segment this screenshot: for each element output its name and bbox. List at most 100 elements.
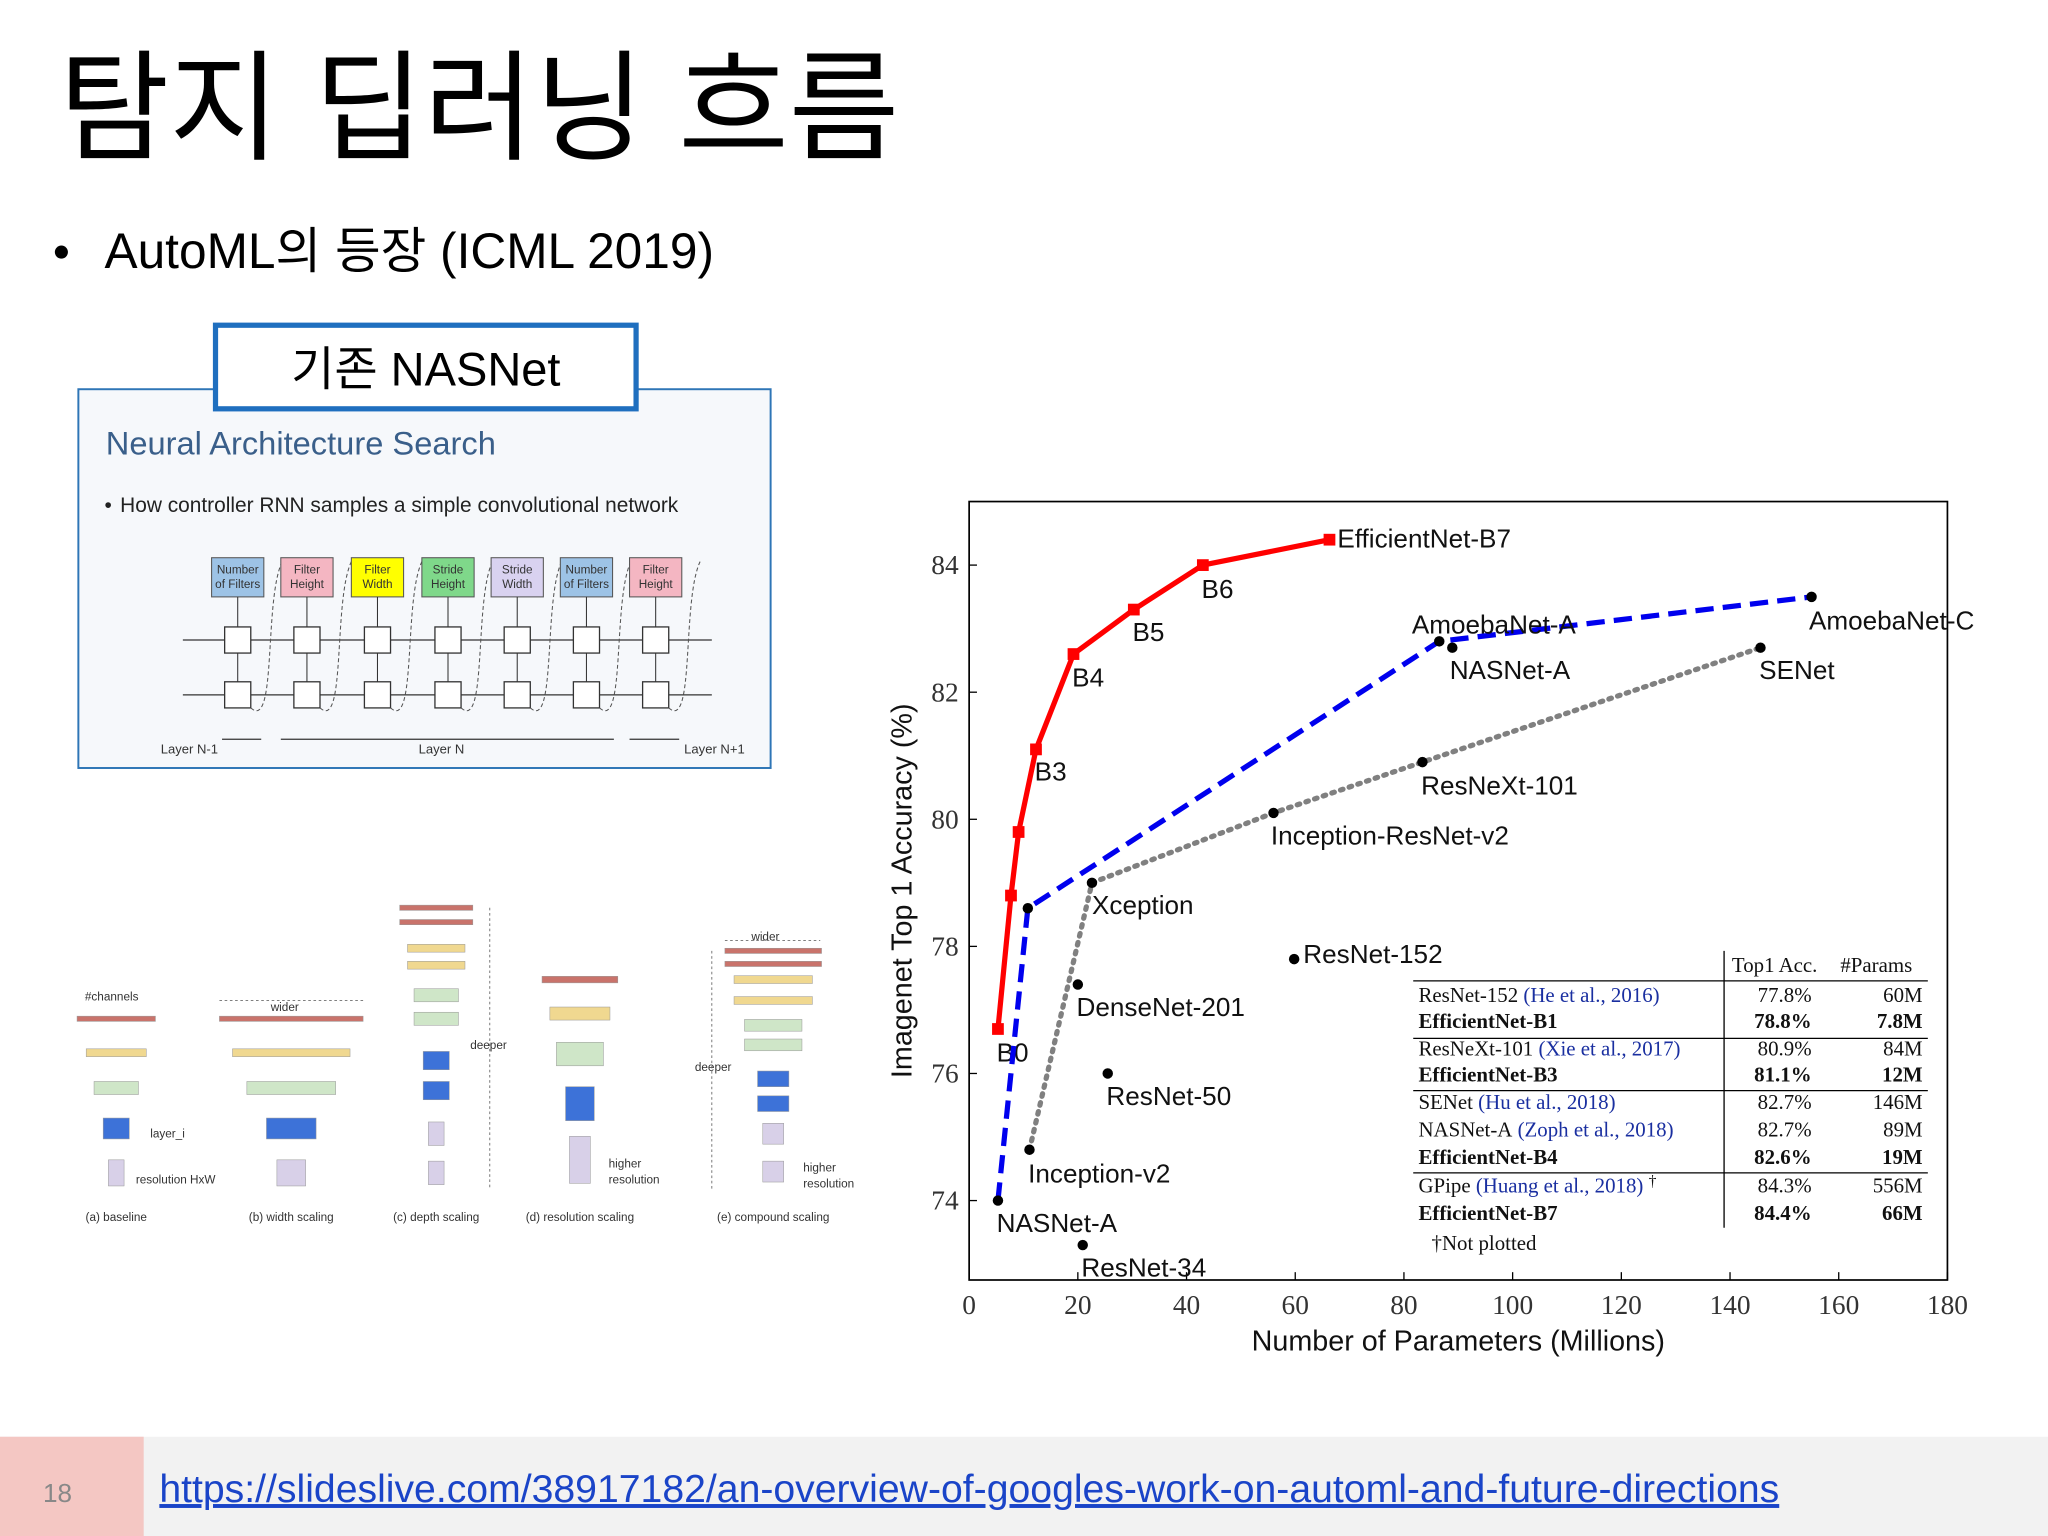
point-label: EfficientNet-B7 bbox=[1337, 524, 1511, 554]
param-box-text: Width bbox=[362, 578, 392, 591]
table-model: EfficientNet-B4 bbox=[1418, 1145, 1558, 1169]
rnn-cell bbox=[363, 681, 392, 709]
table-header: #Params bbox=[1840, 953, 1912, 977]
rnn-cell bbox=[293, 626, 321, 654]
point-label: Inception-ResNet-v2 bbox=[1271, 820, 1509, 850]
bullet-dot bbox=[54, 245, 68, 259]
scaling-caption: (a) baseline bbox=[86, 1211, 148, 1224]
point-label: B6 bbox=[1202, 574, 1234, 604]
layer-block bbox=[762, 1160, 784, 1183]
table-acc: 81.1% bbox=[1754, 1062, 1811, 1086]
param-box-text: Stride bbox=[502, 563, 533, 576]
rnn-cell bbox=[363, 626, 392, 654]
layer-block bbox=[413, 988, 459, 1003]
param-box bbox=[421, 557, 475, 598]
point-label: DenseNet-201 bbox=[1077, 992, 1245, 1022]
scaling-caption: (b) width scaling bbox=[249, 1211, 334, 1224]
table-params: 556M bbox=[1873, 1173, 1923, 1197]
label-box bbox=[212, 322, 639, 412]
footer bbox=[0, 1436, 2048, 1536]
point-label: AmoebaNet-A bbox=[1412, 610, 1577, 640]
point-marker bbox=[1012, 826, 1025, 838]
scaling-label: resolution bbox=[803, 1177, 854, 1190]
param-box-text: of Filters bbox=[215, 578, 260, 591]
source-link[interactable]: https://slideslive.com/38917182/an-overv… bbox=[159, 1468, 1779, 1511]
scaling-label: resolution bbox=[609, 1173, 660, 1186]
feedback-curve bbox=[460, 561, 493, 712]
table-model: EfficientNet-B1 bbox=[1418, 1009, 1557, 1033]
y-tick-label: 76 bbox=[931, 1059, 958, 1089]
x-axis-label: Number of Parameters (Millions) bbox=[1252, 1326, 1665, 1358]
point-label: SENet bbox=[1759, 655, 1835, 685]
table-model: NASNet-A (Zoph et al., 2018) bbox=[1418, 1117, 1673, 1141]
point-marker bbox=[1127, 603, 1140, 616]
layer-block bbox=[108, 1159, 125, 1187]
layer-block bbox=[76, 1015, 156, 1022]
table-params: 12M bbox=[1882, 1062, 1923, 1086]
table-model: ResNet-152 (He et al., 2016) bbox=[1418, 983, 1659, 1007]
x-tick-label: 40 bbox=[1173, 1290, 1200, 1320]
point-marker bbox=[1022, 903, 1034, 914]
layer-block bbox=[565, 1086, 595, 1121]
param-box-text: Height bbox=[431, 578, 466, 591]
label-box-text: 기존 NASNet bbox=[291, 342, 560, 395]
model-name: EfficientNet-B7 bbox=[1418, 1201, 1557, 1225]
scaling-label: deeper bbox=[695, 1061, 732, 1074]
point-marker bbox=[1806, 591, 1817, 603]
chart: 0 20 40 60 80 100 120 140 160 180 74 76 78 80 82 84 Numb… bbox=[887, 500, 1974, 1358]
point-marker bbox=[1417, 756, 1428, 768]
param-box-text: Number bbox=[217, 563, 259, 576]
rnn-cell bbox=[572, 681, 601, 709]
layer-block bbox=[266, 1117, 317, 1140]
point-marker bbox=[1447, 642, 1458, 653]
rnn-cell bbox=[434, 626, 462, 654]
model-name: ResNet-152 bbox=[1418, 983, 1518, 1007]
layer-block bbox=[724, 947, 822, 954]
scaling-label: #channels bbox=[85, 990, 139, 1003]
layer-block bbox=[413, 1011, 459, 1026]
point-label: B5 bbox=[1133, 617, 1165, 647]
table-model: EfficientNet-B7 bbox=[1418, 1201, 1557, 1225]
point-label: B3 bbox=[1035, 757, 1067, 787]
table-params: 7.8M bbox=[1877, 1009, 1923, 1033]
layer-block bbox=[219, 1015, 364, 1022]
layer-block bbox=[246, 1081, 336, 1095]
layer-block bbox=[757, 1070, 790, 1087]
param-box-text: Number bbox=[566, 563, 608, 576]
layer-block bbox=[762, 1123, 784, 1145]
point-label: B4 bbox=[1072, 663, 1104, 693]
page-number-box bbox=[0, 1436, 144, 1536]
table-acc: 80.9% bbox=[1758, 1036, 1812, 1060]
param-box-text: Stride bbox=[433, 563, 464, 576]
scaling-caption: (e) compound scaling bbox=[717, 1211, 829, 1224]
x-tick-label: 80 bbox=[1390, 1290, 1417, 1320]
table-acc: 82.7% bbox=[1758, 1117, 1812, 1141]
nas-bullet: How controller RNN samples a simple conv… bbox=[120, 494, 679, 517]
scaling-caption: (d) resolution scaling bbox=[526, 1211, 634, 1224]
scaling-label: resolution HxW bbox=[136, 1173, 217, 1186]
table-params: 89M bbox=[1883, 1117, 1922, 1141]
point-marker bbox=[1288, 953, 1300, 965]
y-tick-label: 82 bbox=[931, 677, 958, 707]
layer-label: Layer N bbox=[419, 742, 465, 757]
point-label: Xception bbox=[1092, 890, 1194, 920]
scaling-caption: (c) depth scaling bbox=[393, 1211, 479, 1224]
citation: (Huang et al., 2018) bbox=[1476, 1173, 1644, 1197]
rnn-cell bbox=[572, 626, 601, 654]
layer-block bbox=[549, 1006, 611, 1021]
table-acc: 78.8% bbox=[1754, 1009, 1811, 1033]
y-tick-label: 84 bbox=[931, 550, 959, 580]
y-tick-label: 74 bbox=[931, 1186, 959, 1216]
model-name: EfficientNet-B3 bbox=[1418, 1062, 1557, 1086]
rnn-cell bbox=[223, 626, 252, 654]
scaling-label: wider bbox=[270, 1001, 299, 1014]
rnn-cell bbox=[434, 681, 462, 709]
feedback-curve bbox=[529, 561, 563, 712]
model-name: EfficientNet-B4 bbox=[1418, 1145, 1558, 1169]
scaling-label: higher bbox=[803, 1162, 836, 1175]
table-params: 84M bbox=[1883, 1036, 1922, 1060]
layer-block bbox=[93, 1081, 139, 1095]
param-box bbox=[211, 557, 265, 598]
layer-block bbox=[541, 976, 619, 984]
table-acc: 82.7% bbox=[1758, 1090, 1812, 1114]
